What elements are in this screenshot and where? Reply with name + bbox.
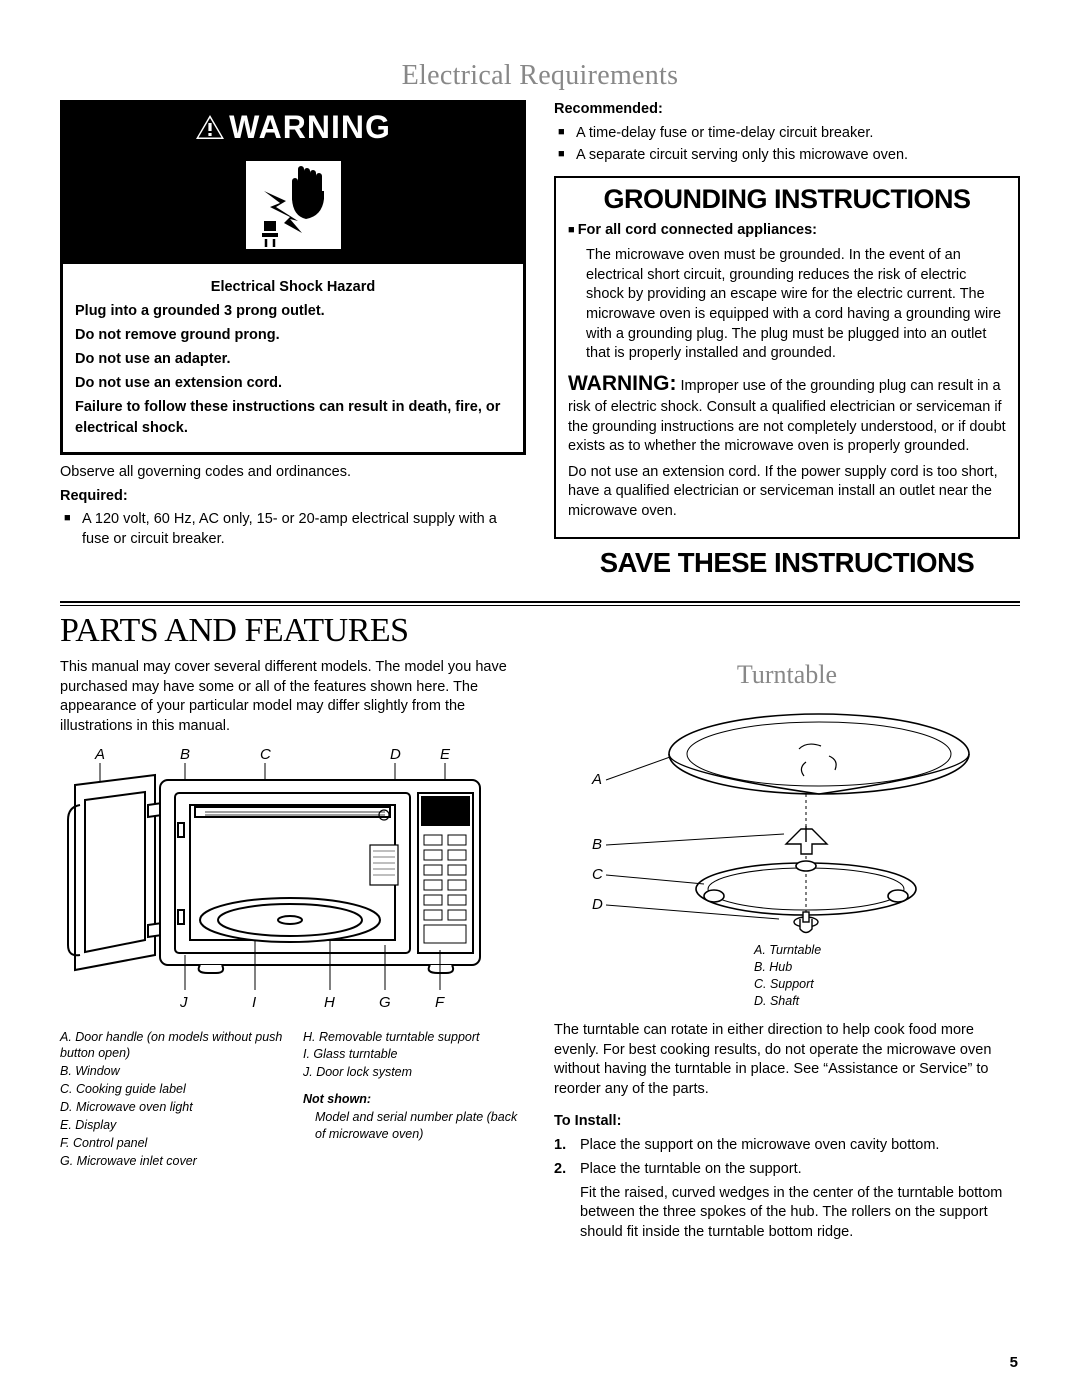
legend-left: A. Door handle (on models without push b… — [60, 1028, 283, 1171]
svg-text:C: C — [592, 866, 603, 883]
svg-text:A: A — [591, 771, 602, 788]
save-instructions: SAVE THESE INSTRUCTIONS — [554, 547, 1020, 579]
required-label: Required: — [60, 487, 526, 507]
svg-text:A: A — [94, 746, 105, 763]
grounding-title: GROUNDING INSTRUCTIONS — [556, 178, 1018, 219]
electrical-shock-icon — [246, 236, 341, 253]
not-shown-label: Not shown: — [303, 1091, 526, 1108]
grounding-warning-para: WARNING: Improper use of the grounding p… — [568, 370, 1006, 457]
hazard-line-3: Do not use an extension cord. — [75, 373, 511, 394]
svg-text:C: C — [260, 746, 271, 763]
to-install-label: To Install: — [554, 1112, 1020, 1132]
legend-right-2: J. Door lock system — [303, 1064, 526, 1081]
install-tail: Fit the raised, curved wedges in the cen… — [554, 1184, 1020, 1243]
svg-text:B: B — [180, 746, 190, 763]
hazard-line-0: Plug into a grounded 3 prong outlet. — [75, 301, 511, 322]
right-column: Recommended: A time-delay fuse or time-d… — [554, 100, 1020, 583]
recommended-item-1: A separate circuit serving only this mic… — [554, 146, 1020, 166]
svg-text:D: D — [592, 896, 603, 913]
svg-text:J: J — [179, 994, 188, 1011]
svg-text:G: G — [379, 994, 391, 1011]
svg-text:D: D — [390, 746, 401, 763]
hazard-line-4: Failure to follow these instructions can… — [75, 397, 511, 439]
svg-text:E: E — [440, 746, 451, 763]
electrical-requirements-heading: Electrical Requirements — [60, 60, 1020, 92]
recommended-item-0: A time-delay fuse or time-delay circuit … — [554, 124, 1020, 144]
required-item-0: A 120 volt, 60 Hz, AC only, 15- or 20-am… — [60, 510, 526, 549]
grounding-box: GROUNDING INSTRUCTIONS ■ For all cord co… — [554, 176, 1020, 540]
turntable-diagram: A B C D — [554, 694, 1020, 999]
legend-right: H. Removable turntable support I. Glass … — [303, 1028, 526, 1171]
left-column: WARNING — [60, 100, 526, 583]
legend-left-5: F. Control panel — [60, 1135, 283, 1152]
page-number: 5 — [1010, 1354, 1018, 1371]
legend-left-4: E. Display — [60, 1117, 283, 1134]
install-step-2: 2.Place the turntable on the support. — [554, 1159, 1020, 1179]
top-two-column: WARNING — [60, 100, 1020, 583]
warning-header: WARNING — [63, 103, 523, 157]
grounding-body: ■ For all cord connected appliances: The… — [556, 219, 1018, 538]
svg-text:B: B — [592, 836, 602, 853]
turntable-para: The turntable can rotate in either direc… — [554, 1021, 1020, 1099]
warning-label: WARNING — [229, 109, 391, 145]
warning-body: Electrical Shock Hazard Plug into a grou… — [63, 264, 523, 452]
observe-codes: Observe all governing codes and ordinanc… — [60, 463, 526, 483]
warning-triangle-icon — [195, 112, 225, 149]
legend-left-2: C. Cooking guide label — [60, 1081, 283, 1098]
legend-left-0: A. Door handle (on models without push b… — [60, 1029, 283, 1063]
bottom-two-column: This manual may cover several different … — [60, 658, 1020, 1242]
microwave-diagram: A B C D E — [60, 745, 526, 1020]
install-steps: 1.Place the support on the microwave ove… — [554, 1135, 1020, 1180]
warning-box: WARNING — [60, 100, 526, 455]
diagram-legend: A. Door handle (on models without push b… — [60, 1028, 526, 1171]
svg-text:I: I — [252, 994, 256, 1011]
parts-left-column: This manual may cover several different … — [60, 658, 526, 1242]
turntable-legend-2: C. Support — [754, 976, 821, 993]
parts-intro: This manual may cover several different … — [60, 658, 526, 736]
parts-and-features-title: PARTS AND FEATURES — [60, 612, 1020, 650]
grounding-para1: The microwave oven must be grounded. In … — [568, 246, 1006, 363]
hazard-heading: Electrical Shock Hazard — [75, 277, 511, 298]
required-list: A 120 volt, 60 Hz, AC only, 15- or 20-am… — [60, 510, 526, 549]
hazard-line-2: Do not use an adapter. — [75, 349, 511, 370]
hazard-line-1: Do not remove ground prong. — [75, 325, 511, 346]
legend-left-6: G. Microwave inlet cover — [60, 1153, 283, 1170]
grounding-sub-label: For all cord connected appliances: — [578, 222, 817, 238]
section-divider — [60, 601, 1020, 606]
legend-right-1: I. Glass turntable — [303, 1046, 526, 1063]
grounding-para3: Do not use an extension cord. If the pow… — [568, 463, 1006, 522]
warning-inline-word: WARNING: — [568, 372, 677, 395]
install-step-1: 1.Place the support on the microwave ove… — [554, 1135, 1020, 1155]
turntable-legend-3: D. Shaft — [754, 993, 821, 1010]
turntable-heading: Turntable — [554, 660, 1020, 690]
turntable-legend: A. Turntable B. Hub C. Support D. Shaft — [754, 942, 821, 1010]
recommended-label: Recommended: — [554, 100, 1020, 120]
not-shown-0: Model and serial number plate (back of m… — [303, 1109, 526, 1143]
legend-right-0: H. Removable turntable support — [303, 1029, 526, 1046]
recommended-list: A time-delay fuse or time-delay circuit … — [554, 124, 1020, 166]
turntable-column: Turntable A B C D — [554, 658, 1020, 1242]
shock-icon-row — [63, 157, 523, 264]
turntable-legend-0: A. Turntable — [754, 942, 821, 959]
svg-text:F: F — [435, 994, 445, 1011]
svg-text:H: H — [324, 994, 335, 1011]
turntable-legend-1: B. Hub — [754, 959, 821, 976]
legend-left-1: B. Window — [60, 1063, 283, 1080]
legend-left-3: D. Microwave oven light — [60, 1099, 283, 1116]
